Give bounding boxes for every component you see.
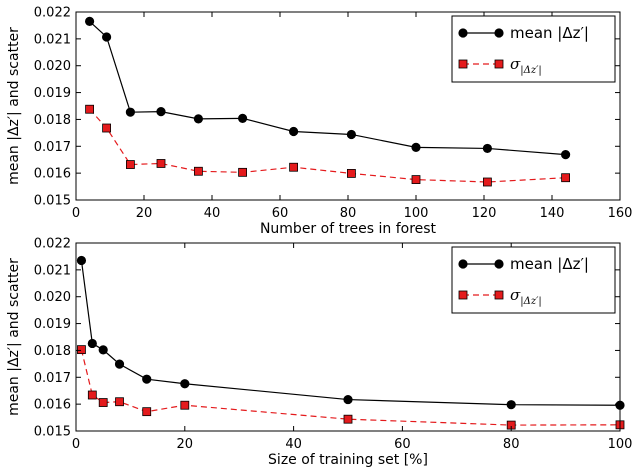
top-legend-label-2: σ|Δz′|	[510, 55, 542, 76]
bottom-legend-marker-1	[494, 259, 504, 269]
top-series-1-point	[102, 32, 112, 42]
top-y-tick-label: 0.021	[34, 32, 71, 47]
top-legend-label-1: mean |Δz′|	[510, 24, 589, 42]
top-legend-marker-2	[494, 59, 504, 69]
bottom-legend-label-2: σ|Δz′|	[510, 286, 542, 307]
top-series-2-point	[156, 159, 166, 168]
bottom-x-tick-label: 0	[72, 437, 80, 452]
top-series-2-point	[193, 166, 203, 176]
top-series-1-point	[411, 142, 421, 152]
top-y-tick-label: 0.020	[34, 59, 71, 74]
bottom-y-axis-label: mean |Δz′| and scatter	[6, 258, 22, 416]
bottom-x-axis-label: Size of training set [%]	[268, 452, 428, 468]
top-y-tick-label: 0.018	[34, 113, 71, 128]
bottom-chart-panel: 0 20 40 60 80 100 0.015 0.016 0.017 0.018 0.019 0.0…	[6, 237, 632, 469]
top-legend-marker-1	[458, 28, 468, 38]
bottom-series-2-point	[98, 398, 108, 407]
bottom-legend-marker-2	[494, 290, 504, 300]
top-series-2-point	[561, 173, 570, 183]
top-series-1-point	[125, 107, 135, 117]
bottom-y-tick-label: 0.020	[34, 290, 71, 305]
top-series-2-point	[411, 175, 421, 184]
bottom-series-1-point	[180, 379, 190, 389]
bottom-series-1-point	[343, 394, 353, 405]
top-series-1-point	[560, 150, 571, 160]
top-x-tick-label: 120	[472, 206, 497, 221]
top-series-1-point	[156, 107, 166, 117]
top-y-tick-label: 0.015	[34, 194, 71, 209]
bottom-series-2-point	[180, 400, 190, 410]
top-series-2-point	[102, 123, 111, 133]
top-x-tick-label: 80	[340, 206, 357, 221]
bottom-x-tick-label: 60	[394, 437, 411, 452]
top-legend-marker-1	[494, 28, 504, 38]
top-x-axis-label: Number of trees in forest	[260, 221, 437, 237]
bottom-series-1-point	[506, 400, 516, 410]
top-series-2-point	[85, 104, 94, 114]
bottom-series-2-line	[80, 349, 621, 426]
bottom-y-tick-label: 0.018	[34, 344, 71, 359]
bottom-y-tick-label: 0.019	[34, 317, 71, 332]
top-series-1-point	[288, 126, 299, 137]
top-series-1-point	[346, 129, 356, 140]
bottom-series-1-point	[142, 374, 152, 384]
top-y-tick-label: 0.016	[34, 167, 71, 182]
bottom-y-tick-label: 0.017	[34, 371, 71, 386]
bottom-series-2-point	[343, 414, 353, 424]
top-x-tick-label: 140	[540, 206, 565, 221]
bottom-x-tick-label: 20	[177, 437, 194, 452]
bottom-x-tick-label: 40	[285, 437, 302, 452]
top-series-2-point	[126, 160, 135, 169]
bottom-legend-box	[451, 246, 616, 314]
bottom-y-tick-label: 0.022	[34, 237, 71, 252]
bottom-legend-marker-2	[458, 290, 468, 300]
top-x-tick-label: 40	[204, 206, 221, 221]
bottom-y-tick-label: 0.021	[34, 263, 71, 278]
bottom-series-1-point	[98, 345, 108, 355]
top-series-2-point	[289, 162, 299, 172]
bottom-series-2-point	[87, 390, 97, 400]
top-legend-marker-2	[458, 59, 468, 69]
top-x-tick-label: 0	[72, 206, 80, 221]
bottom-y-tick-label: 0.015	[34, 425, 71, 440]
top-y-tick-label: 0.022	[34, 6, 71, 21]
bottom-legend-label-1: mean |Δz′|	[510, 255, 589, 273]
bottom-series-1-point	[87, 338, 97, 349]
top-series-1-point	[85, 16, 95, 27]
bottom-series-2-point	[115, 397, 124, 407]
bottom-series-1-point	[76, 255, 87, 266]
top-chart-panel: 0 20 40 60 80 100 120 140 160 0.015 0.016 0.017 0.01…	[6, 6, 632, 238]
top-y-axis-label: mean |Δz′| and scatter	[6, 27, 22, 185]
top-series-1-point	[482, 143, 492, 154]
top-y-tick-label: 0.019	[34, 86, 71, 101]
bottom-series-2-point	[77, 345, 86, 355]
top-series-1-point	[238, 113, 248, 123]
top-x-tick-label: 160	[608, 206, 633, 221]
bottom-series-1-point	[114, 359, 125, 369]
top-x-tick-label: 100	[404, 206, 429, 221]
top-series-1-point	[193, 114, 203, 124]
bottom-legend-marker-1	[458, 259, 468, 269]
bottom-x-tick-label: 80	[503, 437, 520, 452]
top-x-tick-label: 20	[136, 206, 153, 221]
top-legend-box	[451, 15, 616, 83]
bottom-y-tick-label: 0.016	[34, 398, 71, 413]
top-series-2-line	[89, 108, 566, 183]
bottom-x-tick-label: 100	[608, 437, 633, 452]
top-x-tick-label: 60	[272, 206, 289, 221]
bottom-axes-frame	[75, 242, 621, 432]
top-series-2-point	[238, 167, 248, 177]
top-y-tick-label: 0.017	[34, 140, 71, 155]
top-series-2-point	[346, 169, 356, 178]
top-series-2-point	[482, 177, 492, 187]
bottom-series-2-point	[142, 407, 152, 417]
